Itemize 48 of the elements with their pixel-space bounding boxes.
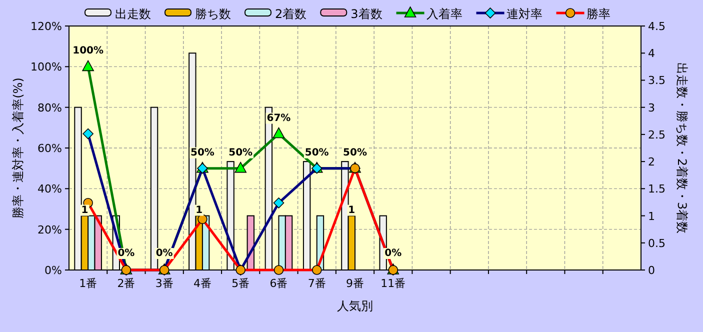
legend-label: 入着率 [426, 7, 462, 21]
legend-label: 勝率 [586, 7, 610, 21]
x-tick-label: 9番 [346, 277, 364, 290]
y-tick-label: 60% [38, 142, 62, 155]
y2-axis-title: 出走数・勝ち数・2着数・3着数 [675, 62, 689, 234]
data-label: 100% [72, 46, 104, 57]
x-tick-label: 4番 [193, 277, 212, 290]
y2-tick-label: 4.5 [648, 20, 666, 33]
legend-label: 勝ち数 [195, 7, 231, 21]
y2-tick-label: 2 [648, 156, 655, 169]
legend-label: 2着数 [275, 7, 307, 21]
data-label: 50% [343, 147, 367, 158]
y-tick-label: 100% [30, 60, 62, 74]
x-tick-label: 11番 [380, 277, 406, 290]
data-label: 0% [156, 248, 173, 259]
data-label: 1 [81, 204, 88, 216]
data-label: 1 [196, 204, 203, 216]
data-label: 50% [228, 147, 253, 158]
data-label: 1 [348, 204, 356, 216]
x-tick-label: 3番 [155, 277, 174, 290]
x-tick-label: 1番 [79, 277, 98, 290]
legend-label: 連対率 [506, 7, 542, 21]
data-label: 50% [304, 147, 329, 158]
y-tick-label: 120% [30, 20, 62, 33]
y2-tick-label: 1.5 [648, 182, 666, 196]
x-tick-label: 7番 [308, 277, 326, 290]
y-tick-label: 80% [38, 101, 62, 114]
x-tick-label: 5番 [232, 277, 250, 290]
data-label: 0% [384, 248, 402, 259]
y-tick-label: 0% [44, 264, 62, 277]
y-tick-label: 40% [38, 182, 62, 196]
y2-tick-label: 1 [648, 210, 655, 223]
y2-tick-label: 3 [648, 101, 655, 114]
y2-tick-label: 4 [648, 47, 655, 60]
y-tick-label: 20% [38, 223, 62, 236]
legend-label: 出走数 [115, 7, 151, 21]
x-tick-label: 6番 [270, 277, 288, 290]
data-label: 0% [118, 248, 135, 259]
y2-tick-label: 0.5 [648, 236, 666, 250]
y2-tick-label: 2.5 [648, 128, 666, 142]
y2-tick-label: 3.5 [648, 74, 666, 88]
y2-tick-label: 0 [648, 264, 655, 277]
x-axis-title: 人気別 [337, 299, 373, 313]
x-tick-label: 2番 [117, 277, 136, 290]
data-label: 67% [266, 112, 291, 124]
data-label: 50% [190, 147, 214, 158]
legend-label: 3着数 [350, 7, 382, 21]
y-axis-title: 勝率・連対率・入着率(%) [11, 78, 25, 218]
